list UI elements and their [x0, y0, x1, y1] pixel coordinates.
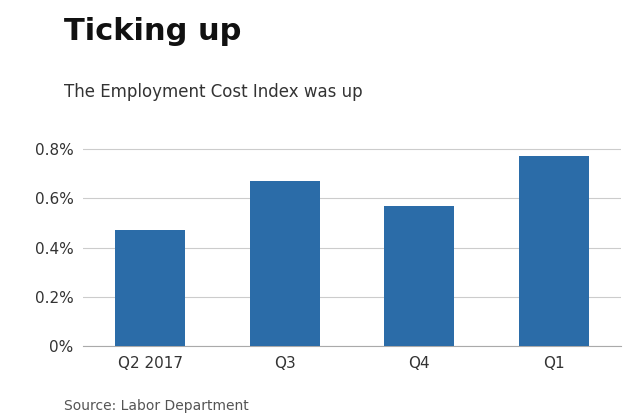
Bar: [115, 230, 186, 346]
Bar: [384, 206, 454, 346]
Bar: [518, 156, 589, 346]
Text: The Employment Cost Index was up: The Employment Cost Index was up: [64, 83, 363, 101]
Bar: [250, 181, 320, 346]
Text: Source: Labor Department: Source: Labor Department: [64, 399, 249, 413]
Text: Ticking up: Ticking up: [64, 17, 241, 46]
